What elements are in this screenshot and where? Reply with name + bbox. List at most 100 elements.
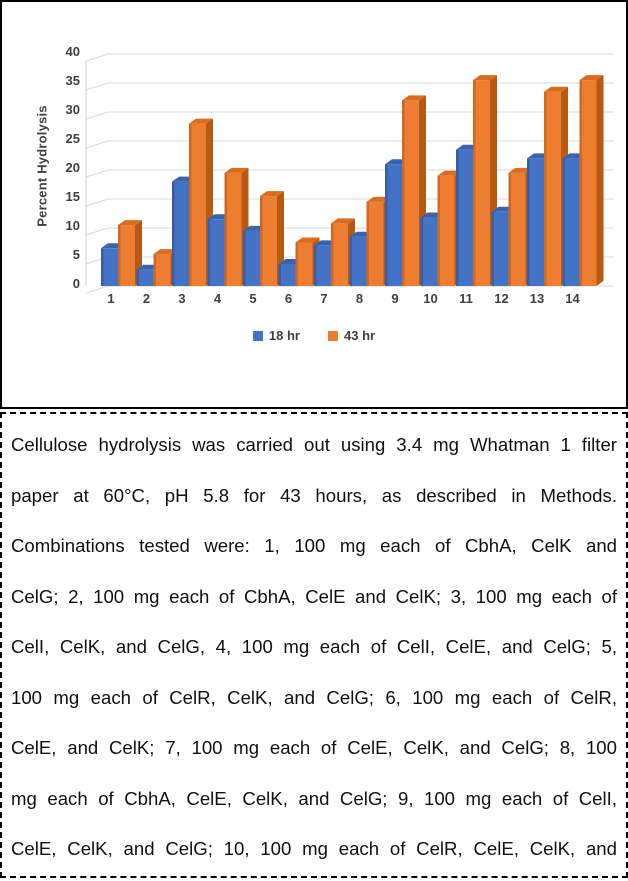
bar-18 hr-12 (491, 211, 509, 286)
bar-18 hr-11 (456, 149, 473, 286)
x-category-label: 6 (285, 291, 292, 306)
bar-top-43 hr-8 (366, 196, 391, 202)
x-category-label: 9 (391, 291, 398, 306)
x-category-label: 7 (320, 291, 327, 306)
y-tick-label: 30 (66, 102, 80, 117)
y-tick-label: 5 (73, 247, 80, 262)
bar-43 hr-6 (295, 242, 313, 286)
bar-edge-43 hr-1 (118, 225, 121, 286)
bar-18 hr-1 (101, 248, 118, 286)
bar-18 hr-2 (136, 269, 154, 286)
legend-swatch-icon (328, 330, 338, 341)
legend-item-43hr: 43 hr (328, 328, 375, 343)
chart-panel: 0 5 10 15 20 25 30 35 40 1 2 3 4 5 6 7 8 9 10 11 12 13 14 Perc… (0, 0, 628, 409)
bar-top-43 hr-14 (579, 75, 604, 81)
bar-43 hr-10 (437, 175, 455, 286)
bar-top-43 hr-4 (224, 167, 249, 173)
y-tick-label: 40 (66, 44, 80, 59)
x-category-label: 12 (494, 291, 508, 306)
x-category-label: 10 (423, 291, 437, 306)
bar-43 hr-11 (473, 80, 490, 286)
bar-top-43 hr-12 (508, 167, 533, 173)
bar-edge-43 hr-9 (402, 100, 405, 287)
x-category-label: 3 (178, 291, 185, 306)
bar-edge-18 hr-8 (349, 236, 352, 286)
bar-43 hr-12 (508, 172, 526, 286)
bar-18 hr-6 (278, 263, 296, 286)
bar-18 hr-8 (349, 236, 367, 286)
bar-top-43 hr-13 (544, 86, 568, 92)
bar-edge-18 hr-5 (243, 230, 246, 286)
x-category-label: 2 (143, 291, 150, 306)
bar-18 hr-3 (172, 181, 189, 286)
bar-edge-18 hr-2 (136, 269, 139, 286)
bar-top-43 hr-1 (118, 220, 142, 226)
legend-swatch-icon (252, 330, 263, 341)
bar-edge-18 hr-11 (456, 149, 459, 286)
bar-43 hr-4 (224, 172, 242, 286)
bar-edge-43 hr-10 (437, 175, 440, 286)
bar-18 hr-13 (527, 158, 544, 286)
bar-43 hr-7 (331, 223, 348, 286)
y-tick-label: 0 (73, 276, 80, 291)
bar-43 hr-5 (260, 196, 277, 286)
bar-edge-18 hr-10 (420, 217, 423, 286)
caption-panel: Cellulose hydrolysis was carried out usi… (0, 412, 628, 878)
bar-edge-43 hr-14 (579, 80, 582, 286)
bar-43 hr-9 (402, 100, 419, 287)
bar-43 hr-14 (579, 80, 597, 286)
bar-43 hr-13 (544, 91, 561, 286)
bar-top-43 hr-11 (473, 75, 497, 81)
bar-edge-43 hr-13 (544, 91, 547, 286)
bar-top-43 hr-2 (153, 249, 178, 255)
x-category-label: 1 (107, 291, 114, 306)
bar-edge-18 hr-13 (527, 158, 530, 286)
bar-edge-18 hr-7 (314, 245, 317, 286)
y-tick-label: 20 (66, 160, 80, 175)
bar-edge-43 hr-4 (224, 172, 227, 286)
bar-43 hr-1 (118, 225, 135, 286)
bar-edge-43 hr-7 (331, 223, 334, 286)
gridline (85, 111, 614, 120)
bar-top-43 hr-7 (331, 218, 355, 224)
bar-edge-18 hr-4 (207, 219, 210, 286)
gridline (85, 53, 614, 62)
bar-top-43 hr-9 (402, 95, 426, 101)
x-category-label: 5 (249, 291, 256, 306)
y-tick-label: 35 (66, 73, 80, 88)
chart-legend: 18 hr 43 hr (2, 328, 626, 343)
bar-side-43 hr-14 (596, 75, 604, 286)
bar-edge-43 hr-2 (153, 254, 156, 286)
bar-edge-43 hr-12 (508, 172, 511, 286)
legend-item-18hr: 18 hr (252, 328, 300, 343)
bar-43 hr-8 (366, 201, 384, 286)
bar-18 hr-14 (562, 158, 580, 286)
y-axis-title: Percent Hydrolysis (34, 105, 50, 227)
bar-18 hr-7 (314, 245, 331, 286)
bar-18 hr-10 (420, 217, 438, 286)
x-category-label: 4 (214, 291, 222, 306)
bar-top-43 hr-10 (437, 170, 462, 176)
gridline (85, 169, 614, 178)
bar-edge-43 hr-8 (366, 201, 369, 286)
bar-edge-18 hr-12 (491, 211, 494, 286)
x-category-label: 14 (565, 291, 580, 306)
legend-label: 18 hr (268, 328, 300, 343)
legend-label: 43 hr (344, 328, 376, 343)
bar-43 hr-3 (189, 123, 206, 286)
bar-43 hr-2 (153, 254, 171, 286)
bar-top-43 hr-3 (189, 118, 213, 124)
bar-edge-18 hr-1 (101, 248, 104, 286)
bar-edge-18 hr-14 (562, 158, 565, 286)
x-category-label: 13 (530, 291, 544, 306)
gridline (85, 140, 614, 149)
x-category-label: 11 (459, 291, 473, 306)
bar-edge-43 hr-3 (189, 123, 192, 286)
x-category-label: 8 (356, 291, 363, 306)
gridline (85, 82, 614, 91)
bar-edge-18 hr-6 (278, 263, 281, 286)
y-tick-label: 15 (66, 189, 80, 204)
bar-edge-43 hr-5 (260, 196, 263, 286)
bar-edge-18 hr-3 (172, 181, 175, 286)
